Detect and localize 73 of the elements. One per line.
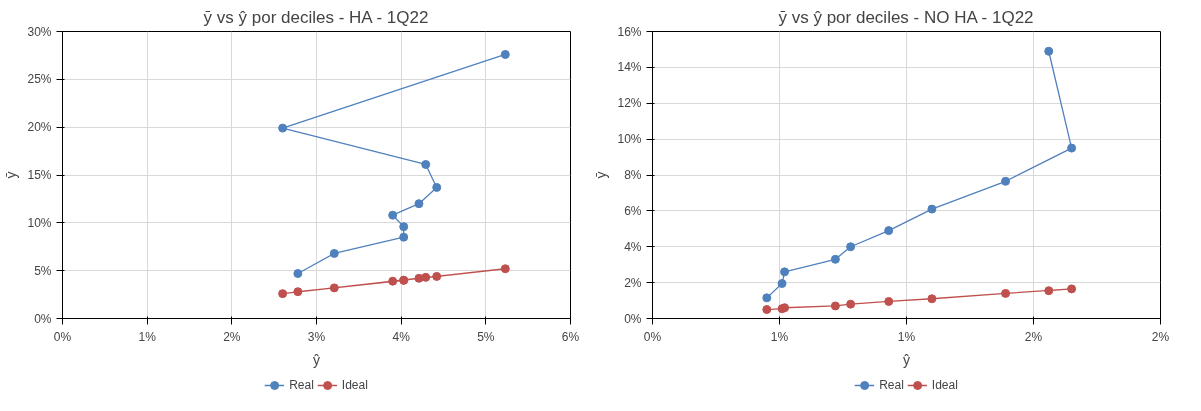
y-axis-title: ȳ [3,171,20,179]
point [927,204,937,214]
point [432,271,442,281]
x-tick-label: 1% [138,329,157,344]
legend-label: Real [289,378,314,392]
y-tick-label: 14% [617,60,642,75]
point [278,123,288,133]
point [927,294,937,304]
y-tick-label: 20% [27,120,52,135]
point [414,273,424,283]
point [777,279,787,289]
x-tick-label: 4% [392,329,411,344]
point [884,296,894,306]
y-tick-label: 8% [624,168,642,182]
x-tick-label: 3% [307,329,326,344]
legend-label: Ideal [931,378,958,392]
chart-title: ȳ vs ŷ por deciles - HA - 1Q22 [203,7,429,27]
x-tick-label: 2% [223,329,241,344]
point [388,276,398,286]
y-tick-label: 0% [624,311,642,326]
point [1067,143,1077,153]
point [421,159,431,169]
legend-label: Ideal [341,378,368,392]
x-tick-label: 1% [897,329,916,344]
point [1001,176,1011,186]
y-tick-label: 16% [617,24,642,39]
point [1044,286,1054,296]
y-tick-label: 4% [624,239,642,254]
point [762,293,772,303]
y-tick-label: 10% [27,215,52,230]
point [830,301,840,311]
x-tick-label: 5% [477,329,495,344]
y-tick-label: 2% [624,275,642,290]
point [1001,288,1011,298]
point [432,182,442,192]
point [780,267,790,277]
y-tick-label: 25% [27,72,52,87]
y-tick-label: 30% [27,24,52,39]
point [500,264,510,274]
x-tick-label: 6% [561,329,580,344]
point [399,232,409,242]
point [388,210,398,220]
point [846,242,856,252]
x-tick-label: 1% [770,329,789,344]
x-tick-label: 0% [643,329,662,344]
point [762,305,772,315]
legend-label: Real [879,378,904,392]
point [846,299,856,309]
x-axis-title: ŷ [313,351,320,368]
y-axis-title: ȳ [593,171,610,179]
y-tick-label: 0% [34,311,52,326]
x-tick-label: 2% [1151,329,1170,344]
y-tick-label: 15% [27,168,52,182]
point [293,287,303,297]
y-tick-label: 5% [34,263,52,278]
x-tick-label: 2% [1024,329,1043,344]
point [1044,46,1054,56]
point [884,226,894,236]
point [278,289,288,299]
point [293,269,303,279]
y-tick-label: 12% [617,96,642,111]
y-tick-label: 6% [624,203,642,218]
y-tick-label: 10% [617,132,642,147]
point [414,199,424,209]
chart-title: ȳ vs ŷ por deciles - NO HA - 1Q22 [778,7,1034,27]
point [500,49,510,59]
point [329,283,339,293]
point [1067,284,1077,294]
x-tick-label: 0% [53,329,72,344]
x-axis-title: ŷ [903,351,910,368]
point [399,222,409,232]
point [830,254,840,264]
point [329,248,339,258]
